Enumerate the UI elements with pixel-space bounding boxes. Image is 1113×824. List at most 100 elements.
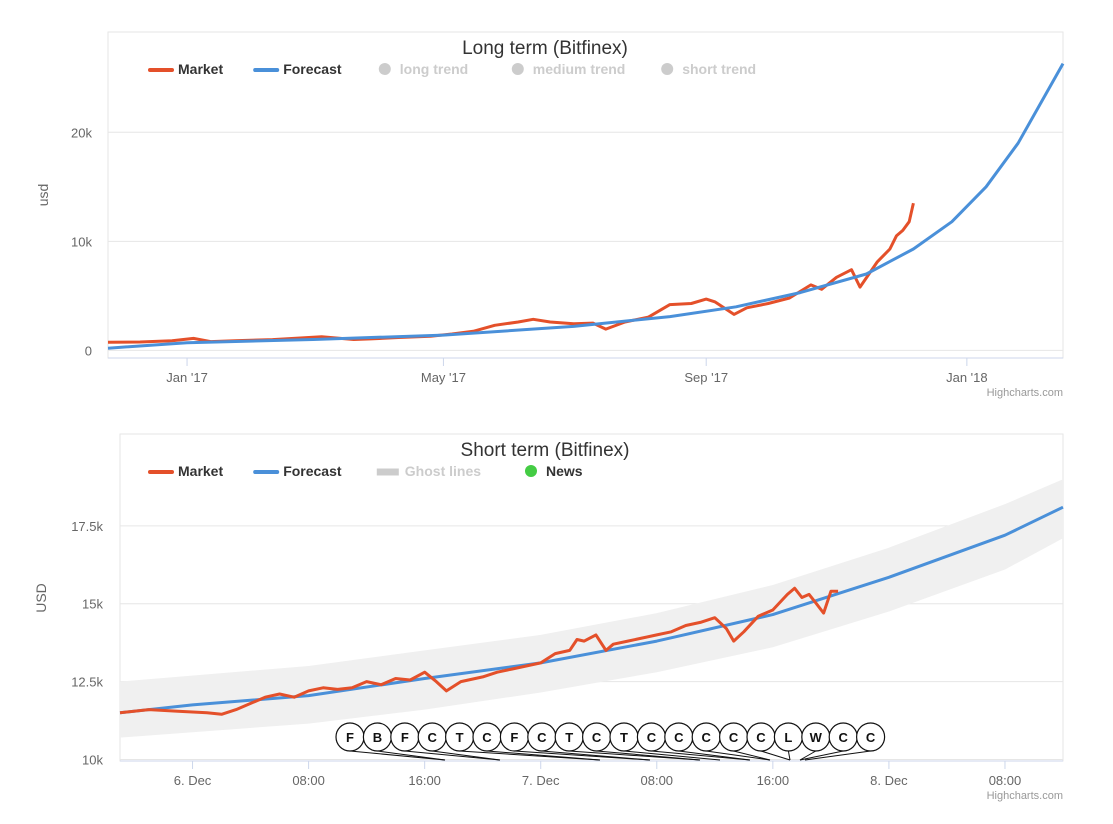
news-flag[interactable]: C — [581, 722, 612, 752]
news-flag-connector — [799, 750, 844, 761]
x-tick-label: May '17 — [421, 370, 466, 385]
x-tick-label: 08:00 — [292, 773, 325, 788]
news-flag-connector — [432, 750, 501, 761]
long-term-x-ticks: Jan '17 May '17 Sep '17 Jan '18 — [166, 358, 988, 385]
news-flag-connector — [787, 750, 791, 761]
legend-symbol — [525, 465, 537, 477]
news-flag-label: C — [866, 730, 876, 745]
news-flag-connector — [799, 750, 817, 761]
legend-item-forecast[interactable]: Forecast — [253, 463, 342, 479]
short-term-title: Short term (Bitfinex) — [461, 440, 630, 461]
news-flag-label: C — [702, 730, 712, 745]
legend-symbol — [378, 63, 391, 75]
series-line-market[interactable] — [107, 202, 915, 344]
news-flag[interactable]: F — [390, 722, 420, 752]
x-tick-label: Sep '17 — [684, 370, 728, 385]
news-flag[interactable]: C — [527, 722, 557, 752]
legend-item-medium-trend[interactable]: medium trend — [511, 61, 626, 77]
long-term-legend: Market Forecast long trend medium trend shor… — [148, 61, 756, 77]
news-flag[interactable]: B — [362, 722, 392, 752]
news-flag[interactable]: T — [554, 722, 584, 752]
legend-item-ghost-lines[interactable]: Ghost lines — [376, 463, 481, 479]
legend-label: medium trend — [533, 61, 626, 77]
news-flag-label: C — [537, 730, 547, 745]
news-flag-label: T — [620, 730, 628, 745]
long-term-plot-border — [107, 31, 1064, 359]
news-flag-label: B — [373, 730, 382, 745]
news-flag-label: C — [729, 730, 739, 745]
news-flag-connector — [404, 750, 501, 761]
short-term-series — [119, 479, 1064, 738]
y-tick-label: 15k — [82, 597, 103, 612]
news-flag[interactable]: C — [691, 722, 721, 752]
legend-label: Market — [178, 61, 223, 77]
news-flag-label: C — [592, 730, 602, 745]
news-flag[interactable]: T — [609, 722, 639, 752]
news-flag[interactable]: C — [664, 722, 694, 752]
news-flag[interactable]: C — [828, 722, 858, 752]
news-flag-connector — [651, 750, 751, 761]
x-tick-label: 7. Dec — [522, 773, 560, 788]
legend-symbol — [661, 63, 674, 75]
news-flag[interactable]: C — [855, 722, 886, 752]
news-flag-connector — [678, 750, 751, 761]
long-term-y-ticks: 0 10k 20k — [71, 125, 92, 358]
series-line-forecast[interactable] — [119, 505, 1064, 715]
legend-label: Market — [178, 463, 223, 479]
news-flag-label: T — [456, 730, 464, 745]
short-term-legend: Market Forecast Ghost lines News — [148, 463, 583, 479]
news-flag[interactable]: C — [746, 722, 776, 752]
news-flag[interactable]: L — [773, 722, 804, 752]
y-tick-label: 20k — [71, 125, 92, 140]
news-flag-label: C — [428, 730, 438, 745]
news-flag-connector — [349, 750, 446, 761]
news-flag[interactable]: F — [335, 722, 365, 752]
news-flag-label: T — [565, 730, 573, 745]
long-term-credits[interactable]: Highcharts.com — [987, 387, 1063, 399]
legend-label: Forecast — [283, 463, 342, 479]
news-flag-connector — [706, 750, 771, 761]
y-tick-label: 10k — [71, 234, 92, 249]
legend-item-market[interactable]: Market — [148, 61, 223, 77]
news-flag[interactable]: T — [445, 722, 475, 752]
news-flag-connector — [804, 750, 871, 761]
news-flag[interactable]: F — [499, 722, 530, 752]
news-flag[interactable]: C — [472, 722, 502, 752]
news-flag-label: C — [839, 730, 849, 745]
news-flag[interactable]: C — [718, 722, 749, 752]
ghost-band — [120, 479, 1063, 738]
legend-label: short trend — [682, 61, 756, 77]
news-flag-label: C — [482, 730, 492, 745]
news-flag[interactable]: C — [417, 722, 447, 752]
x-tick-label: Jan '18 — [946, 370, 988, 385]
news-flag-label: F — [510, 730, 518, 745]
long-term-title: Long term (Bitfinex) — [462, 38, 628, 59]
x-tick-label: 6. Dec — [174, 773, 212, 788]
news-flag-connector — [623, 750, 721, 761]
y-tick-label: 12.5k — [71, 675, 103, 690]
y-tick-label: 10k — [82, 752, 103, 767]
series-line-forecast[interactable] — [107, 62, 1065, 350]
legend-item-short-trend[interactable]: short trend — [661, 61, 756, 77]
legend-item-news[interactable]: News — [525, 463, 583, 479]
long-term-y-axis-title: usd — [35, 184, 51, 207]
legend-item-market[interactable]: Market — [148, 463, 223, 479]
news-flag-connector — [541, 750, 651, 761]
series-line-market[interactable] — [119, 586, 839, 716]
news-flag-label: W — [810, 730, 823, 745]
short-term-y-ticks: 10k 12.5k 15k 17.5k — [71, 519, 103, 768]
news-flag[interactable]: W — [801, 722, 831, 752]
long-term-chart: Jan '17 May '17 Sep '17 Jan '18 0 10k 20k Lon… — [35, 31, 1065, 399]
news-flag-label: F — [346, 730, 354, 745]
legend-label: Forecast — [283, 61, 342, 77]
legend-item-forecast[interactable]: Forecast — [253, 61, 342, 77]
news-flag-connector — [760, 750, 791, 761]
x-tick-label: 16:00 — [408, 773, 441, 788]
legend-label: long trend — [400, 61, 468, 77]
x-tick-label: 8. Dec — [870, 773, 908, 788]
legend-item-long-trend[interactable]: long trend — [378, 61, 468, 77]
news-flag[interactable]: C — [636, 722, 667, 752]
short-term-credits[interactable]: Highcharts.com — [987, 790, 1063, 802]
y-tick-label: 0 — [85, 343, 92, 358]
